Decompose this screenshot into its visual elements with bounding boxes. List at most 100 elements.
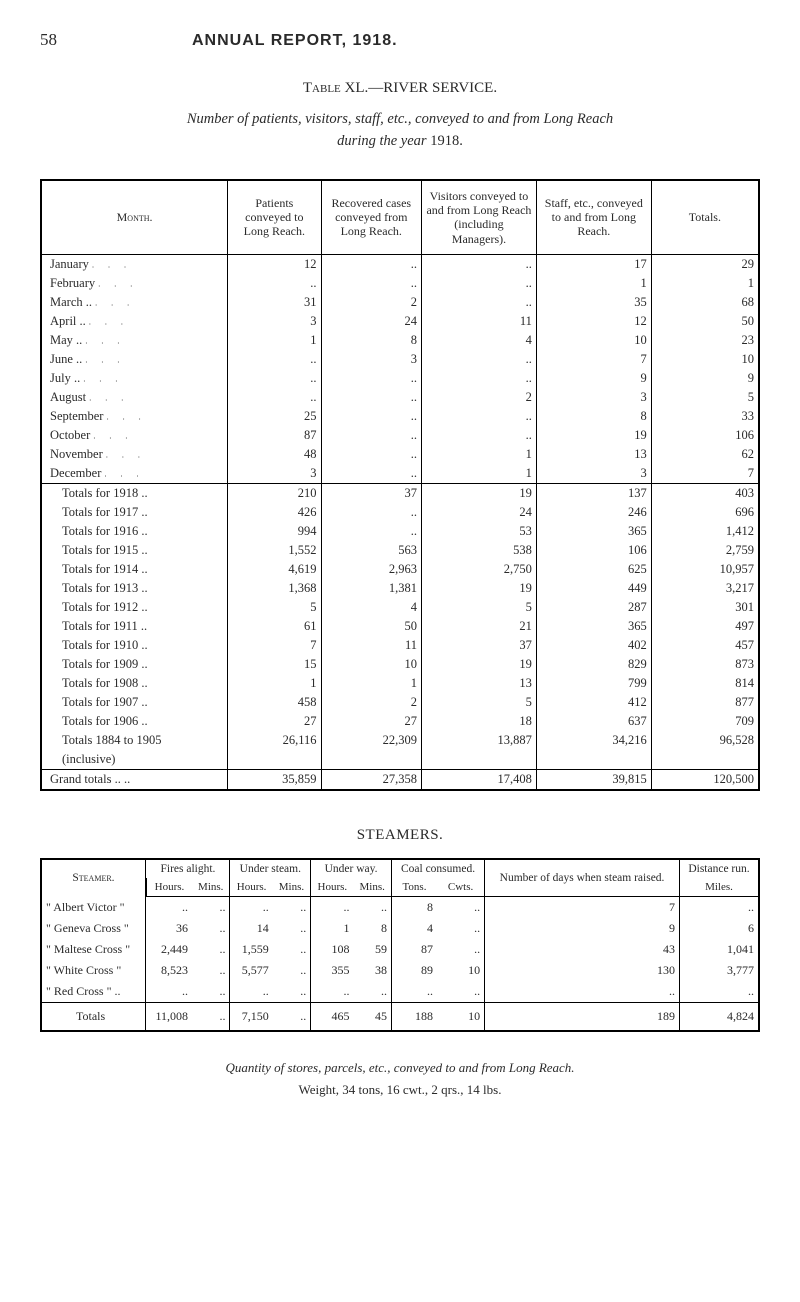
cell-d: 9 [485, 918, 680, 939]
cell-recovered: 4 [321, 598, 422, 617]
cell-patients: 87 [228, 426, 321, 445]
cell-recovered: .. [321, 522, 422, 541]
cell-patients: .. [228, 350, 321, 369]
cell-recovered: .. [321, 464, 422, 484]
subtitle-line-a: Number of patients, visitors, staff, etc… [187, 111, 613, 127]
cell-visitors: 13,887 [422, 731, 537, 750]
year-label: Totals 1884 to 1905 [41, 731, 228, 750]
cell-staff: 12 [536, 312, 651, 331]
cell-recovered: 24 [321, 312, 422, 331]
cell-mi: .. [679, 981, 759, 1003]
cell-total: 873 [651, 655, 759, 674]
cell-fh: 8,523 [146, 960, 192, 981]
th-under-way: Under way. [311, 859, 392, 878]
month-name: July .. . . . [41, 369, 228, 388]
month-row: December . . .3..137 [41, 464, 759, 484]
cell-ct: 8 [391, 897, 437, 919]
cell-recovered: 3 [321, 350, 422, 369]
cell-patients: 458 [228, 693, 321, 712]
cell-recovered: 2 [321, 693, 422, 712]
month-name: August . . . [41, 388, 228, 407]
cell-total: 497 [651, 617, 759, 636]
cell-fm: .. [192, 960, 230, 981]
cell-staff: 35 [536, 293, 651, 312]
cell-visitors: .. [422, 350, 537, 369]
cell-patients: 4,619 [228, 560, 321, 579]
footnote-line-1: Quantity of stores, parcels, etc., conve… [40, 1060, 760, 1076]
year-total-row: Totals for 1916 ..994..533651,412 [41, 522, 759, 541]
cell-visitors: 53 [422, 522, 537, 541]
cell-patients: 31 [228, 293, 321, 312]
cell-total: 33 [651, 407, 759, 426]
year-total-row: Totals for 1912 ..545287301 [41, 598, 759, 617]
cell-patients: 210 [228, 484, 321, 504]
th-distance: Distance run. [679, 859, 759, 878]
cell-patients: .. [228, 274, 321, 293]
steamer-name: " White Cross " [41, 960, 146, 981]
cell-staff: 412 [536, 693, 651, 712]
cell-sh: .. [230, 897, 273, 919]
grand-label: Grand totals .. .. [41, 770, 228, 791]
cell-patients: 3 [228, 464, 321, 484]
cell-visitors: 19 [422, 484, 537, 504]
cell-total: 62 [651, 445, 759, 464]
table-title: Table XL.—RIVER SERVICE. [40, 80, 760, 97]
cell-staff: 7 [536, 350, 651, 369]
cell-total: 457 [651, 636, 759, 655]
cell-patients: .. [228, 388, 321, 407]
month-name: November . . . [41, 445, 228, 464]
year-total-row: Totals for 1913 ..1,3681,381194493,217 [41, 579, 759, 598]
th-sh: Hours. [230, 878, 273, 897]
cell-ct: 87 [391, 939, 437, 960]
th-fires: Fires alight. [146, 859, 230, 878]
year-total-row: Totals 1884 to 190526,11622,30913,88734,… [41, 731, 759, 750]
cell-visitors: 37 [422, 636, 537, 655]
cell-recovered: .. [321, 407, 422, 426]
steamer-name: " Maltese Cross " [41, 939, 146, 960]
cell-visitors: 18 [422, 712, 537, 731]
cell-visitors: .. [422, 426, 537, 445]
cell-sh: 1,559 [230, 939, 273, 960]
cell-sh: .. [230, 981, 273, 1003]
cell-patients: 48 [228, 445, 321, 464]
cell-total: 1,412 [651, 522, 759, 541]
year-total-row: Totals for 1907 ..45825412877 [41, 693, 759, 712]
cell-recovered: 1,381 [321, 579, 422, 598]
grand-v: 17,408 [422, 770, 537, 791]
cell-total: 9 [651, 369, 759, 388]
cell-wh: 1 [311, 918, 354, 939]
cell-fh: .. [146, 981, 192, 1003]
cell-mi: .. [679, 897, 759, 919]
cell-staff: 34,216 [536, 731, 651, 750]
cell-total: 301 [651, 598, 759, 617]
steamer-row: " Maltese Cross "2,449..1,559..1085987..… [41, 939, 759, 960]
st-ct: 188 [391, 1003, 437, 1032]
th-visitors: Visitors conveyed to and from Long Reach… [422, 180, 537, 255]
st-cc: 10 [437, 1003, 485, 1032]
year-label: Totals for 1909 .. [41, 655, 228, 674]
cell-patients: 7 [228, 636, 321, 655]
cell-wm: .. [353, 897, 391, 919]
cell-d: 43 [485, 939, 680, 960]
cell-sm: .. [273, 981, 311, 1003]
cell-patients: 1 [228, 331, 321, 350]
cell-total: 50 [651, 312, 759, 331]
cell-staff: 637 [536, 712, 651, 731]
cell-cc: .. [437, 897, 485, 919]
cell-visitors: 538 [422, 541, 537, 560]
cell-sh: 5,577 [230, 960, 273, 981]
cell-recovered: 11 [321, 636, 422, 655]
table-title-prefix: Table [303, 80, 341, 96]
cell-total: 403 [651, 484, 759, 504]
cell-recovered: 563 [321, 541, 422, 560]
month-name: October . . . [41, 426, 228, 445]
cell-total: 23 [651, 331, 759, 350]
month-row: April .. . . .324111250 [41, 312, 759, 331]
steamer-row: " White Cross "8,523..5,577..35538891013… [41, 960, 759, 981]
cell-fh: .. [146, 897, 192, 919]
cell-recovered: 27 [321, 712, 422, 731]
cell-fh: 36 [146, 918, 192, 939]
cell-visitors: 2,750 [422, 560, 537, 579]
month-name: May .. . . . [41, 331, 228, 350]
cell-staff: 13 [536, 445, 651, 464]
